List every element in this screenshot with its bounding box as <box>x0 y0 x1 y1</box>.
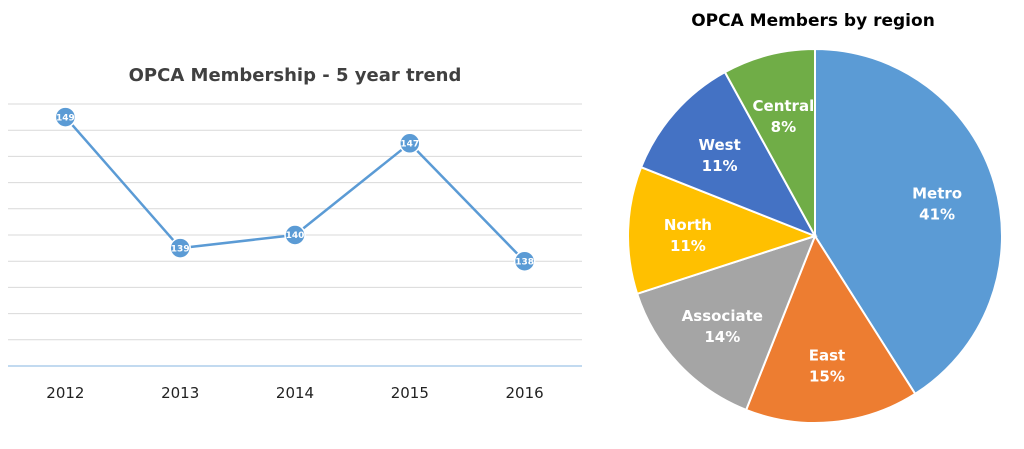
data-point-label: 147 <box>400 140 419 150</box>
pie-percent-west: 11% <box>702 157 738 175</box>
pie-labels: Metro 41% East 15% Associate 14% North 11% West 1… <box>664 97 962 386</box>
line-chart: OPCA Membership - 5 year trend 149 139 140… <box>8 65 582 402</box>
pie-percent-north: 11% <box>670 237 706 255</box>
data-point-marker <box>399 132 421 155</box>
x-tick-label: 2014 <box>276 384 314 402</box>
data-points: 149 139 140 147 138 <box>54 106 536 272</box>
data-point-marker <box>284 224 306 246</box>
pie-label-east: East <box>809 347 845 365</box>
x-tick-label: 2015 <box>391 384 429 402</box>
data-point-marker <box>54 106 77 128</box>
pie-slice-west <box>639 70 818 238</box>
data-point-marker <box>169 237 191 259</box>
pie-slice-east <box>744 233 917 424</box>
data-point-label: 149 <box>56 113 75 123</box>
data-point-label: 140 <box>286 231 305 241</box>
pie-slice-central <box>723 47 816 237</box>
pie-label-associate: Associate <box>682 307 763 325</box>
line-chart-title: OPCA Membership - 5 year trend <box>129 65 462 86</box>
pie-percent-metro: 41% <box>919 206 955 224</box>
pie-percent-central: 8% <box>771 118 796 136</box>
pie-chart-title: OPCA Members by region <box>691 11 935 31</box>
pie-percent-associate: 14% <box>704 328 740 346</box>
gridlines <box>8 103 582 341</box>
pie-percent-east: 15% <box>809 368 845 386</box>
x-tick-label: 2016 <box>506 384 544 402</box>
pie-label-central: Central <box>753 97 815 115</box>
pie-label-north: North <box>664 216 712 234</box>
data-point-label: 138 <box>515 257 534 267</box>
pie-chart: OPCA Members by region Metro 41% East 15% As… <box>627 11 1003 424</box>
pie-label-west: West <box>698 136 740 154</box>
pie-slice-metro <box>814 47 1003 396</box>
pie-slices <box>627 47 1003 424</box>
data-point-marker <box>513 250 536 272</box>
pie-slice-north <box>627 165 818 296</box>
pie-label-metro: Metro <box>912 185 962 203</box>
x-tick-labels: 2012 2013 2014 2015 2016 <box>46 384 543 402</box>
x-tick-label: 2012 <box>46 384 84 402</box>
data-point-label: 139 <box>171 244 190 254</box>
x-tick-label: 2013 <box>161 384 199 402</box>
